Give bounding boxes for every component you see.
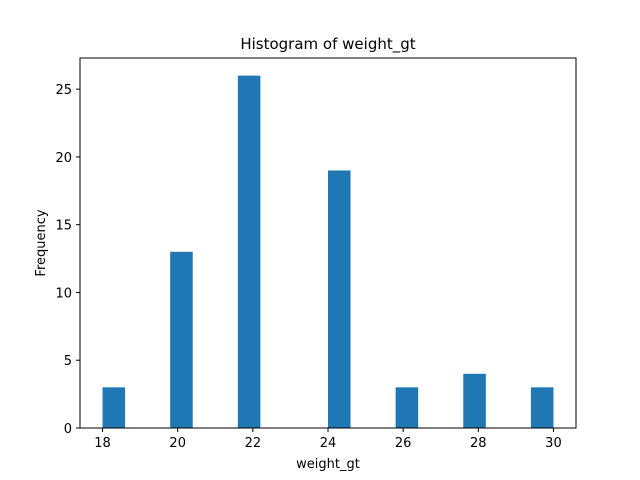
histogram-bar-6: [463, 373, 486, 428]
bars-group: [102, 75, 554, 428]
histogram-bar-1: [102, 387, 126, 428]
y-axis-ticks: 0 5 10 15 20 25: [55, 83, 80, 437]
x-axis-label: weight_gt: [296, 457, 360, 472]
histogram-bar-7: [530, 387, 554, 428]
x-tick-label: 22: [245, 436, 262, 451]
x-tick-label: 26: [395, 436, 412, 451]
histogram-bar-5: [395, 387, 419, 428]
x-tick-label: 18: [94, 436, 111, 451]
chart-title: Histogram of weight_gt: [240, 35, 415, 54]
y-tick-label: 0: [64, 422, 72, 437]
histogram-bar-4: [328, 170, 351, 428]
x-tick-label: 20: [169, 436, 186, 451]
y-tick-label: 25: [55, 83, 72, 98]
x-tick-label: 30: [545, 436, 562, 451]
x-tick-label: 24: [320, 436, 337, 451]
y-tick-label: 15: [55, 219, 72, 234]
x-tick-label: 28: [470, 436, 487, 451]
y-tick-label: 5: [64, 354, 72, 369]
y-axis-label: Frequency: [34, 209, 49, 276]
histogram-bar-2: [170, 251, 193, 428]
y-tick-label: 20: [55, 151, 72, 166]
y-tick-label: 10: [55, 286, 72, 301]
x-axis-ticks: 18 20 22 24 26 28 30: [94, 428, 562, 451]
histogram-bar-3: [237, 75, 261, 428]
